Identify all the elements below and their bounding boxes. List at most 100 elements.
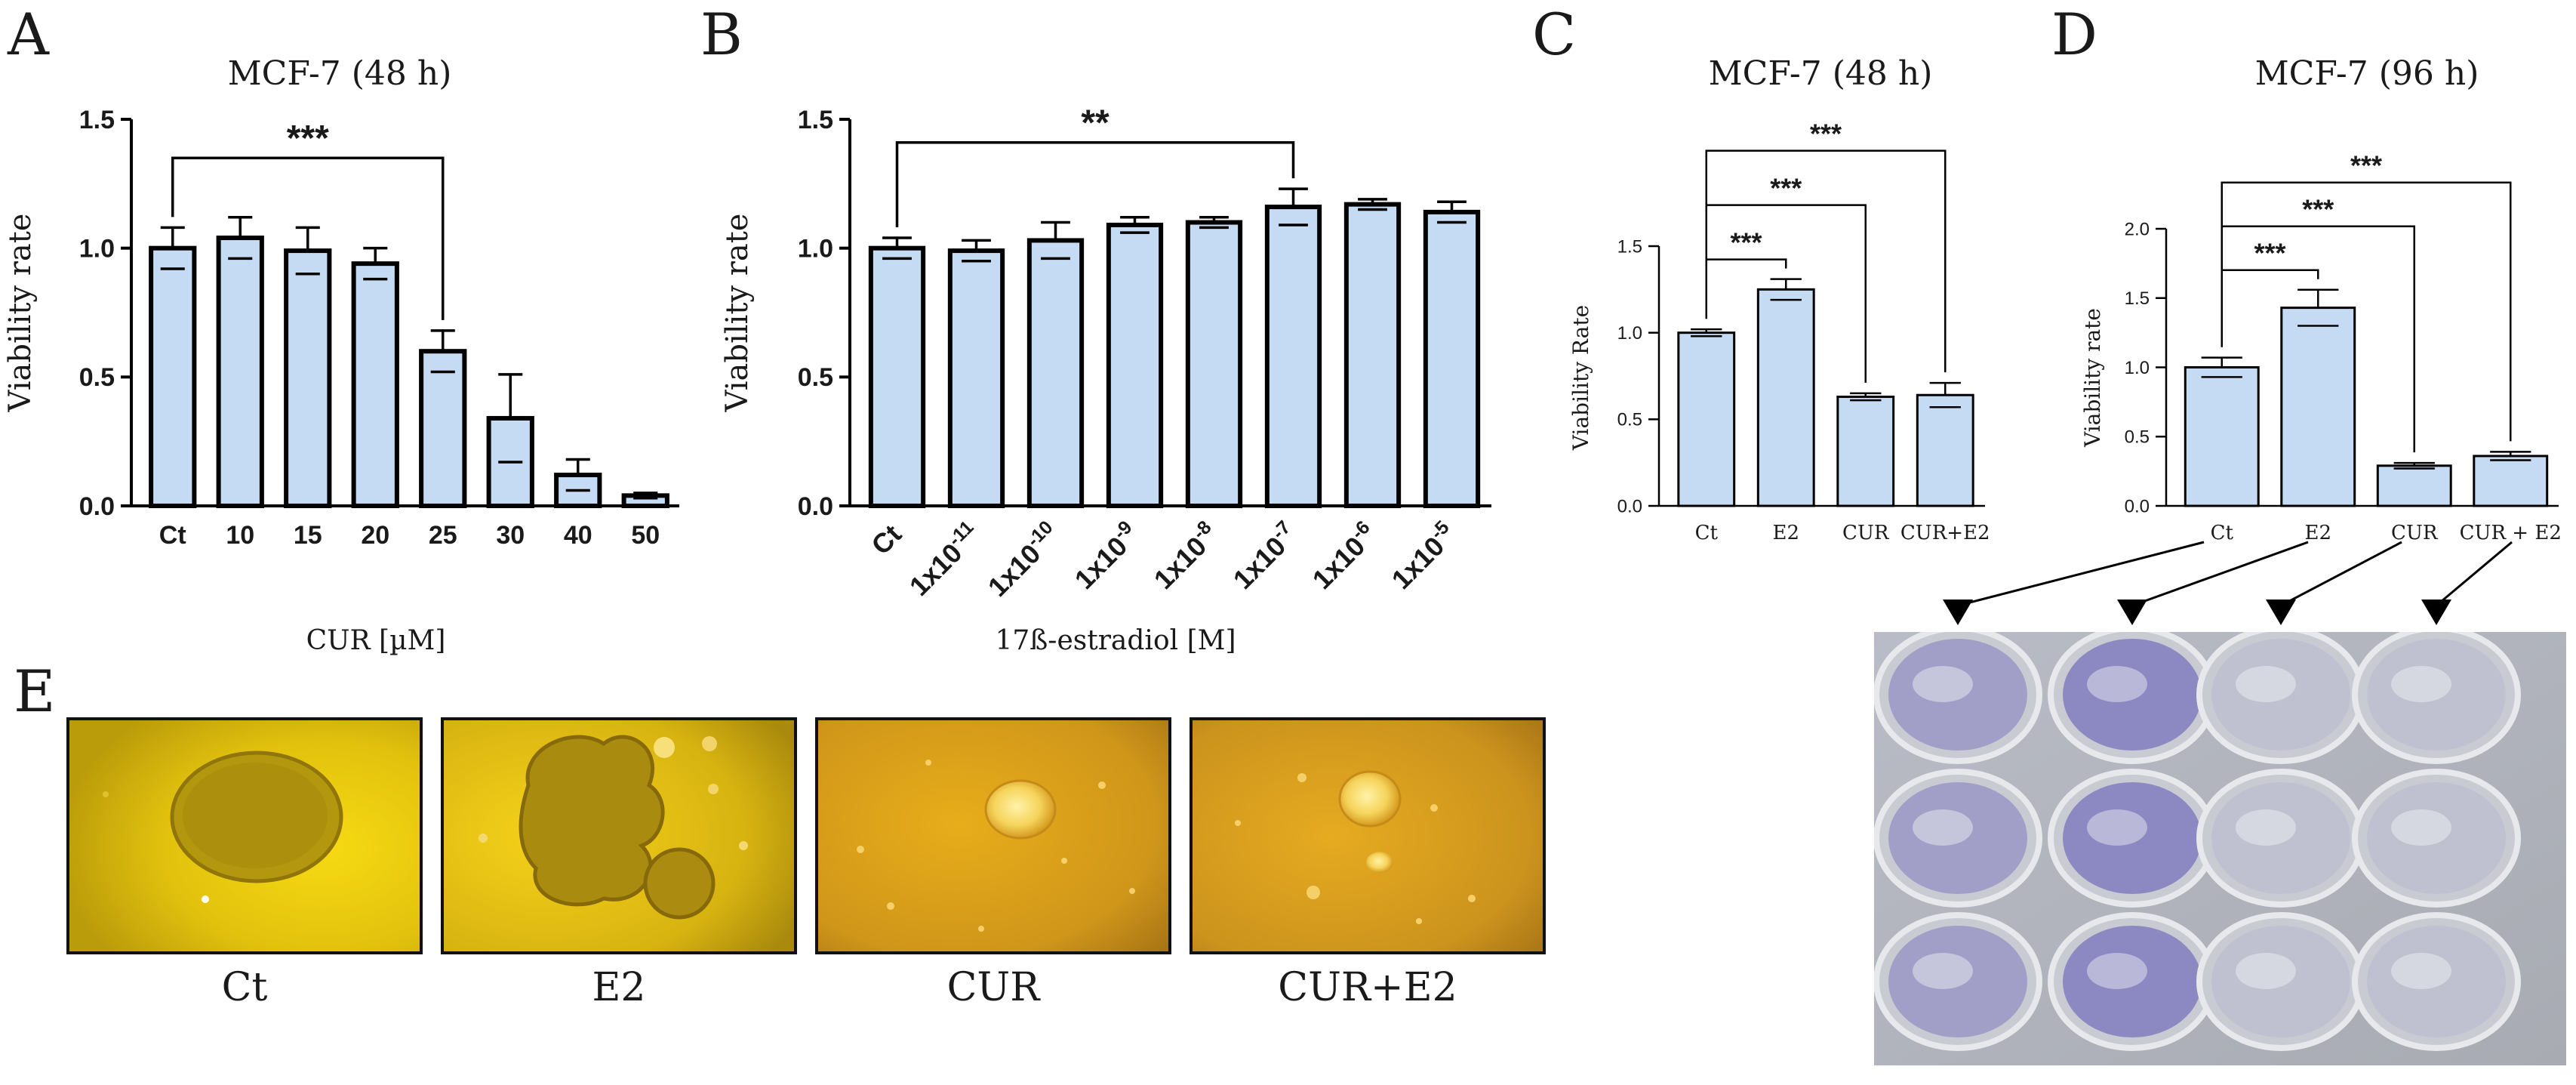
y-tick-label: 1.5 xyxy=(1617,236,1642,257)
bar xyxy=(1836,396,1895,507)
arrow-line xyxy=(2131,541,2309,607)
x-axis-label: 17ß-estradiol [M] xyxy=(995,625,1236,656)
photo-ct-frame xyxy=(66,717,423,954)
photo-e2 xyxy=(442,719,796,953)
panel-b-chart: B Viability rate 17ß-estradiol [M] 0.0 0.5 1.… xyxy=(700,1,1491,656)
category-label: Ct xyxy=(1695,522,1719,544)
category-label: 1x10-7 xyxy=(1225,516,1303,595)
category-label: 1x10-11 xyxy=(901,516,986,602)
bar xyxy=(1677,331,1736,507)
arrow-head xyxy=(1943,600,1973,625)
well xyxy=(2352,769,2521,908)
y-tick-label: 0.5 xyxy=(2125,427,2150,448)
category-label: Ct xyxy=(2211,522,2234,544)
well-stain xyxy=(2211,639,2350,751)
category-label: 1x10-8 xyxy=(1146,516,1224,595)
well-plate-photo xyxy=(1874,632,2566,1065)
well-stain xyxy=(2367,926,2506,1037)
bar xyxy=(947,248,1005,508)
significance-bracket xyxy=(2221,181,2512,442)
well-stain xyxy=(2211,926,2350,1037)
arrow-line xyxy=(2436,541,2513,607)
well-highlight xyxy=(2236,953,2296,989)
significance-label: *** xyxy=(1770,173,1802,204)
well-highlight xyxy=(2236,809,2296,846)
y-tick-label: 1.0 xyxy=(2125,358,2150,378)
well-highlight xyxy=(2391,666,2451,702)
photo-cur-frame xyxy=(815,717,1171,954)
bar xyxy=(216,236,264,508)
y-tick-label: 1.5 xyxy=(79,106,115,134)
y-tick-label: 1.0 xyxy=(79,235,115,264)
arrow-head xyxy=(2117,600,2147,625)
significance-bracket xyxy=(895,140,1295,228)
well-grid xyxy=(1874,632,2521,1051)
y-tick-label: 0.5 xyxy=(798,363,833,392)
panel-letter-d: D xyxy=(2051,1,2097,68)
y-tick-label: 1.5 xyxy=(2125,288,2150,309)
y-axis-label: Viability rate xyxy=(3,214,38,413)
significance-label: *** xyxy=(1810,119,1842,149)
category-label: 20 xyxy=(361,521,389,550)
well-stain xyxy=(2063,639,2202,751)
category-label: CUR xyxy=(1842,522,1890,544)
panel-a-chart: A MCF-7 (48 h) Viability rate CUR [µM] 0.0 0.… xyxy=(3,1,679,656)
well-highlight xyxy=(1913,809,1973,846)
well xyxy=(1874,632,2042,764)
significance-bracket xyxy=(171,156,445,320)
well-highlight xyxy=(2236,666,2296,702)
category-label: Ct xyxy=(865,519,907,561)
bar xyxy=(149,245,197,508)
well-highlight xyxy=(2391,809,2451,846)
category-label: 40 xyxy=(564,521,592,550)
well-highlight xyxy=(2087,666,2147,702)
well xyxy=(1874,912,2042,1051)
category-label: CUR xyxy=(2391,522,2439,544)
bar xyxy=(351,261,399,508)
chart-title: MCF-7 (48 h) xyxy=(1709,54,1933,93)
well-stain xyxy=(1888,926,2027,1037)
category-label: 1x10-6 xyxy=(1304,516,1383,595)
category-label: 1x10-5 xyxy=(1383,516,1462,595)
bar xyxy=(419,349,467,509)
category-label: E2 xyxy=(2304,522,2331,544)
photo-e2-frame xyxy=(441,717,797,954)
y-axis-label: Viability Rate xyxy=(1568,305,1593,451)
panel-d-chart: D MCF-7 (96 h) Viability rate 0.0 0.5 1.0 1.5 2… xyxy=(2051,1,2562,544)
photo-ct xyxy=(68,719,421,953)
significance-label: *** xyxy=(2350,150,2382,181)
bar xyxy=(2184,366,2260,507)
significance-label: ** xyxy=(1081,103,1109,143)
well-stain xyxy=(1888,639,2027,751)
y-tick-label: 0.5 xyxy=(1617,410,1642,430)
significance-label: *** xyxy=(2254,238,2285,269)
well-stain xyxy=(2063,782,2202,894)
panel-letter-c: C xyxy=(1532,1,1576,68)
category-label: 15 xyxy=(294,521,322,550)
significance-label: *** xyxy=(287,119,329,159)
bar xyxy=(1185,220,1243,508)
category-label: 1x10-10 xyxy=(980,516,1066,603)
y-axis-label: Viability rate xyxy=(2080,308,2105,448)
significance-label: *** xyxy=(2302,194,2334,225)
well-stain xyxy=(2211,782,2350,894)
category-label: 50 xyxy=(631,521,660,550)
well-stain xyxy=(2063,926,2202,1037)
category-label: 10 xyxy=(226,521,254,550)
bar xyxy=(1343,202,1402,508)
photo-label-cur: CUR xyxy=(947,965,1042,1010)
category-label: 30 xyxy=(496,521,525,550)
category-label: Ct xyxy=(159,521,186,550)
x-axis-label: CUR [µM] xyxy=(306,625,446,656)
well xyxy=(2352,912,2521,1051)
well xyxy=(2352,632,2521,764)
arrow-head xyxy=(2266,600,2296,625)
plate-arrows xyxy=(1943,541,2513,625)
well-highlight xyxy=(2087,809,2147,846)
well-stain xyxy=(2367,782,2506,894)
bar xyxy=(1026,238,1085,508)
category-label: CUR + E2 xyxy=(2460,522,2562,544)
panel-letter-e: E xyxy=(14,658,55,725)
photo-cur xyxy=(817,719,1170,953)
